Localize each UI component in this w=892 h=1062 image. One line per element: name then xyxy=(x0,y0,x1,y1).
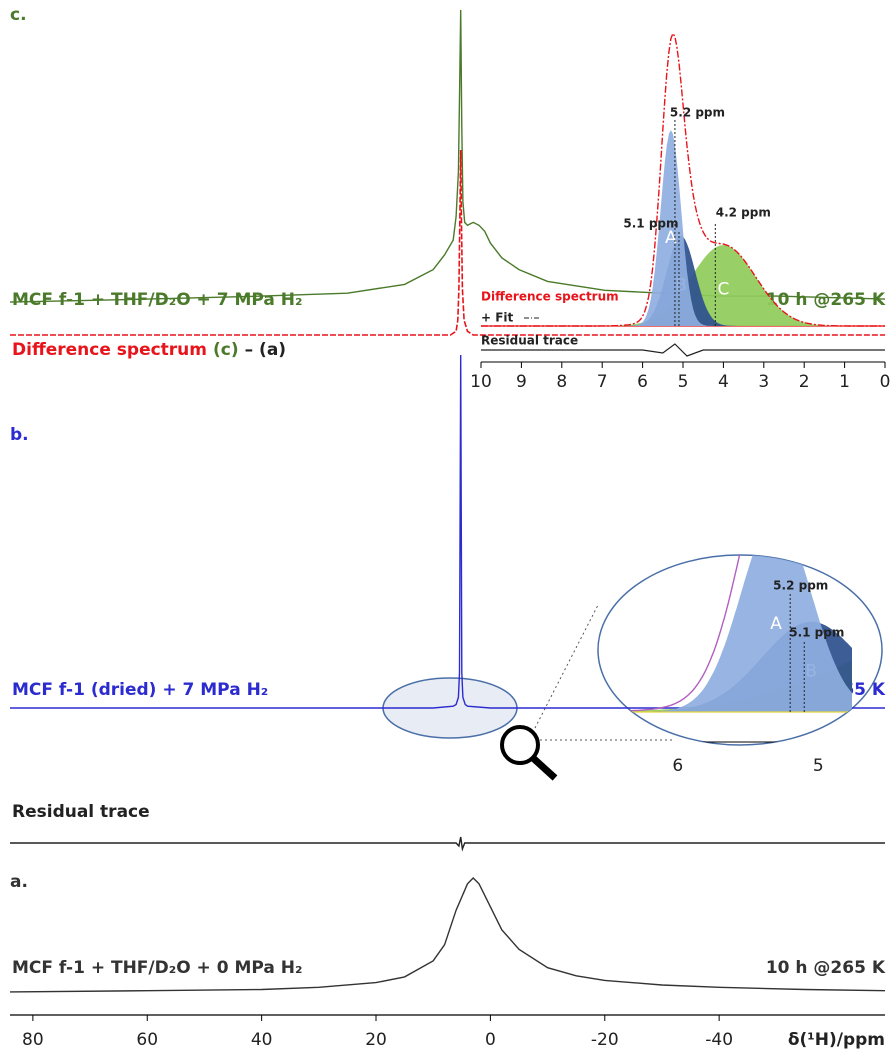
inset-tick-label: 2 xyxy=(799,372,810,392)
inset-tick-label: 6 xyxy=(637,372,648,392)
inset-tick-label: 5 xyxy=(678,372,689,392)
series-condition: 10 h @265 K xyxy=(766,290,886,310)
magnifier-icon xyxy=(530,755,558,781)
magnifier-icon xyxy=(500,725,540,765)
inset-legend: Residual trace xyxy=(481,334,578,348)
spectrum xyxy=(9,9,886,303)
inset-tick-label: 10 xyxy=(470,372,492,392)
annotation-label: 5.1 ppm xyxy=(623,217,678,231)
panel-letter: a. xyxy=(10,872,28,892)
fit-sum xyxy=(630,555,853,712)
x-tick-label: 60 xyxy=(136,1030,158,1050)
fit-sum xyxy=(481,31,885,327)
inset-legend: Difference spectrum xyxy=(481,290,619,304)
plot-layer: c. MCF f-1 + THF/D₂O + 7 MPa H₂ 10 h @265 … xyxy=(9,5,891,1050)
annotation-label: 4.2 ppm xyxy=(716,206,771,220)
component-label: A xyxy=(770,614,782,634)
series-label: MCF f-1 (dried) + 7 MPa H₂ xyxy=(12,680,268,700)
annotation-label: 5.2 ppm xyxy=(773,579,828,593)
x-tick-label: 20 xyxy=(365,1030,387,1050)
panel-letter: b. xyxy=(10,425,29,445)
annotation-label: 5.1 ppm xyxy=(789,626,844,640)
inset-tick-label: 7 xyxy=(597,372,608,392)
series-label: MCF f-1 + THF/D₂O + 0 MPa H₂ xyxy=(12,958,302,978)
series-condition: 10 h @265 K xyxy=(766,958,886,978)
x-tick-label: 40 xyxy=(251,1030,273,1050)
x-tick-label: 0 xyxy=(485,1030,496,1050)
inset-residual xyxy=(481,343,885,357)
inset-tick-label: 1 xyxy=(839,372,850,392)
fit-component xyxy=(630,555,852,712)
x-axis-title: δ(¹H)/ppm xyxy=(788,1030,885,1050)
inset-legend: + Fit xyxy=(481,311,514,325)
component-label: C xyxy=(717,280,729,300)
zoom-content: CBA xyxy=(630,555,853,745)
label-part: (c) xyxy=(213,340,239,360)
component-label: A xyxy=(665,228,677,248)
spectrum xyxy=(9,877,886,993)
inset-tick-label: 5 xyxy=(813,756,824,776)
series-label: Residual trace xyxy=(12,802,150,822)
inset-tick-label: 6 xyxy=(672,756,683,776)
inset-tick-label: 8 xyxy=(556,372,567,392)
inset-tick-label: 0 xyxy=(880,372,891,392)
fit-component xyxy=(481,130,885,326)
annotation-label: 5.2 ppm xyxy=(670,106,725,120)
spectrum xyxy=(10,149,885,336)
spectrum xyxy=(10,354,885,709)
zoom-connector xyxy=(534,604,599,729)
x-tick-label: -40 xyxy=(705,1030,733,1050)
label-part: Difference spectrum xyxy=(12,340,207,360)
panel-letter: c. xyxy=(10,5,27,25)
inset-tick-label: 3 xyxy=(758,372,769,392)
x-tick-label: -20 xyxy=(591,1030,619,1050)
series-label: Difference spectrum (c) – (a) xyxy=(12,340,286,360)
inset-tick-label: 9 xyxy=(516,372,527,392)
label-part: – (a) xyxy=(245,340,286,360)
series-label: MCF f-1 + THF/D₂O + 7 MPa H₂ xyxy=(12,290,302,310)
x-tick-label: 80 xyxy=(22,1030,44,1050)
inset-tick-label: 4 xyxy=(718,372,729,392)
spectrum xyxy=(10,836,885,852)
